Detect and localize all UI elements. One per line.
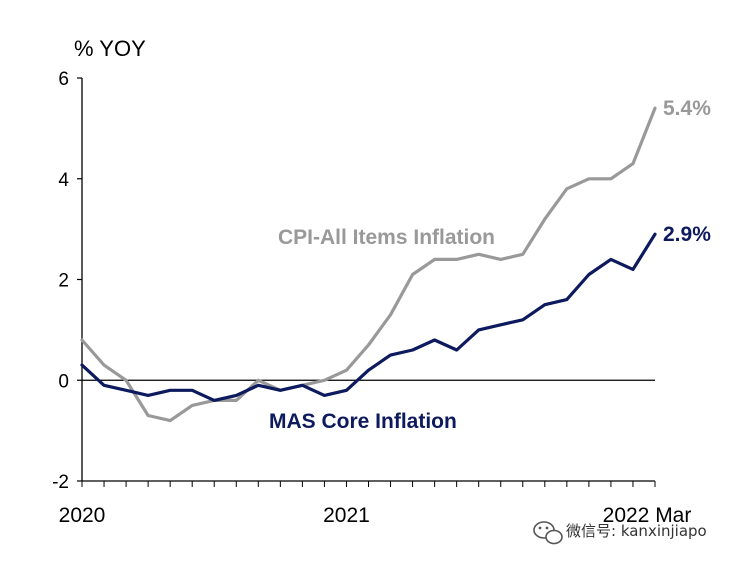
annotations: CPI-All Items Inflation 5.4% MAS Core Infl… [269,97,711,433]
core-series-label: MAS Core Inflation [269,410,457,433]
y-tick-label: 4 [58,170,69,191]
x-tick-label: 2022 Mar [603,504,692,527]
core-end-label: 2.9% [663,223,711,246]
x-tick-labels: 2020 2021 2022 Mar [59,504,692,527]
axes [77,77,656,487]
wechat-icon [533,521,563,545]
watermark: 微信号: kanxinjiapo [533,521,707,545]
cpi-series-label: CPI-All Items Inflation [278,226,495,249]
y-tick-label: -2 [52,472,69,493]
cpi-end-label: 5.4% [663,97,711,120]
y-axis-label: % YOY [74,36,146,61]
y-tick-label: 6 [58,69,69,90]
watermark-text: 微信号: kanxinjiapo [566,522,707,540]
y-tick-labels: -2 0 2 4 6 [52,69,69,493]
y-tick-label: 2 [58,271,69,292]
x-tick-label: 2021 [323,504,370,527]
x-tick-label: 2020 [59,504,106,527]
series-line-cpi [80,106,657,423]
y-tick-label: 0 [58,371,69,392]
series-line-core [80,232,657,402]
series-lines [80,106,657,423]
